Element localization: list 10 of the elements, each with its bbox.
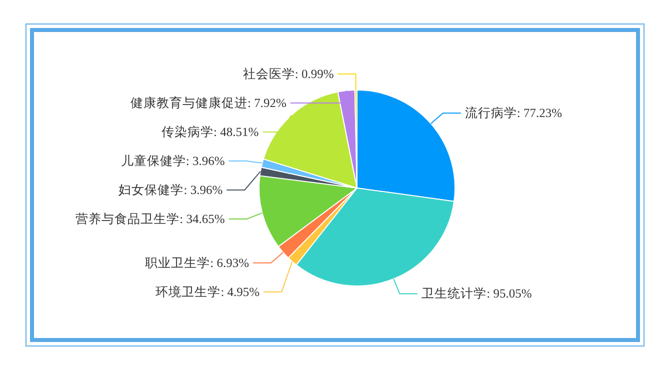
slice-label: 健康教育与健康促进: 7.92% xyxy=(130,95,286,110)
slice-label: 儿童保健学: 3.96% xyxy=(120,153,225,168)
slice-label: 卫生统计学: 95.05% xyxy=(422,286,532,301)
slice-label: 妇女保健学: 3.96% xyxy=(118,183,223,198)
slice-label: 环境卫生学: 4.95% xyxy=(156,284,260,299)
slice-label: 社会医学: 0.99% xyxy=(242,67,334,82)
slice-label: 流行病学: 77.23% xyxy=(464,105,562,120)
slice-label: 传染病学: 48.51% xyxy=(162,125,259,140)
slice-label: 职业卫生学: 6.93% xyxy=(145,256,250,270)
slice-label: 营养与食品卫生学: 34.65% xyxy=(76,211,225,226)
